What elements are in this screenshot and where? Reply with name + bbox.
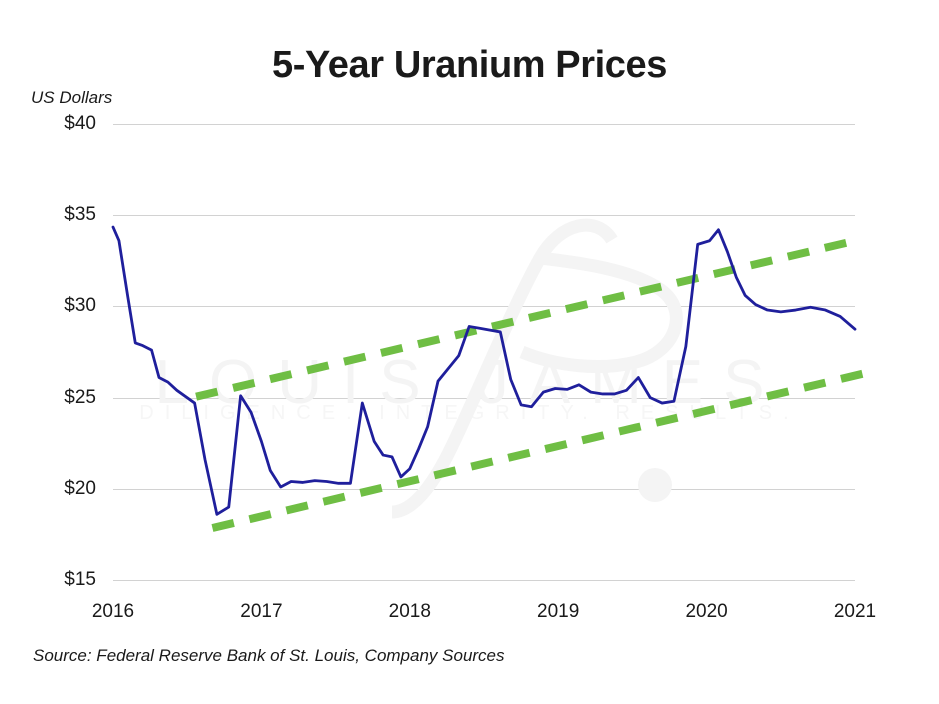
y-axis-caption: US Dollars (31, 88, 113, 107)
x-tick-label: 2019 (537, 601, 580, 622)
y-tick-label: $30 (64, 295, 96, 317)
gridline (113, 580, 855, 581)
x-tick-label: 2016 (91, 601, 135, 622)
y-tick-label: $40 (64, 113, 96, 134)
source-note: Source: Federal Reserve Bank of St. Loui… (33, 646, 505, 665)
page-title: 5-Year Uranium Prices (271, 44, 668, 86)
gridline (113, 215, 855, 217)
y-tick-label: $35 (64, 204, 96, 226)
y-tick-label: $20 (64, 477, 96, 499)
x-tick-label: 2018 (388, 601, 431, 622)
x-tick-label: 2017 (240, 601, 283, 622)
x-tick-label: 2021 (833, 601, 877, 622)
gridline (113, 124, 855, 125)
series-line (111, 225, 857, 516)
y-tick-label: $25 (64, 386, 96, 408)
plot-area: $40 $35 $30 $25 $20 $15 2016 2017 2018 2019 2020 20… (64, 114, 876, 621)
y-tick-label: $15 (64, 569, 96, 590)
x-tick-label: 2020 (685, 601, 728, 622)
